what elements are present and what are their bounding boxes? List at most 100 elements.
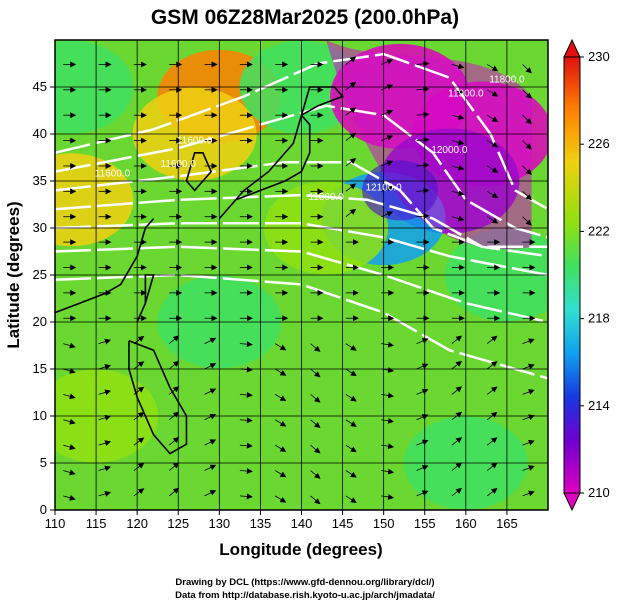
colorbar-tick-label: 226 bbox=[588, 136, 610, 151]
height-contour bbox=[55, 245, 548, 324]
wind-arrow bbox=[416, 86, 430, 93]
wind-arrow bbox=[381, 160, 394, 167]
wind-arrow bbox=[168, 411, 180, 421]
wind-arrow bbox=[416, 363, 429, 370]
x-tick-label: 140 bbox=[291, 516, 313, 531]
wind-arrow bbox=[451, 437, 463, 446]
wind-arrow bbox=[133, 412, 145, 421]
wind-arrow bbox=[133, 386, 145, 395]
colorbar-tick-label: 210 bbox=[588, 485, 610, 500]
wind-arrow bbox=[310, 394, 321, 403]
wind-arrow bbox=[63, 469, 76, 476]
wind-arrow bbox=[416, 439, 429, 446]
chart-title: GSM 06Z28Mar2025 (200.0hPa) bbox=[151, 6, 459, 29]
contour-label: 11900.0 bbox=[448, 88, 484, 99]
wind-arrow bbox=[416, 162, 430, 169]
y-axis: 0 5 10 15 20 25 30 35 40 45 bbox=[33, 79, 55, 517]
wind-arrow bbox=[451, 190, 465, 197]
wind-arrow bbox=[204, 388, 217, 395]
wind-arrow bbox=[168, 386, 180, 395]
wind-arrow bbox=[381, 392, 395, 399]
wind-arrow bbox=[239, 366, 253, 373]
wind-arrow bbox=[345, 183, 357, 192]
x-tick-label: 155 bbox=[414, 516, 436, 531]
wind-arrow bbox=[310, 419, 321, 429]
wind-arrow bbox=[98, 389, 112, 396]
wind-arrow bbox=[98, 491, 112, 497]
wind-arrow bbox=[486, 165, 499, 173]
wind-arrow bbox=[416, 213, 430, 220]
wind-arrow bbox=[345, 495, 357, 504]
x-tick-label: 110 bbox=[45, 516, 66, 531]
coastline bbox=[218, 113, 311, 220]
x-axis: 110 115 120 125 130 135 140 145 150 155 160 165 bbox=[45, 510, 518, 531]
contour-label: 11800.0 bbox=[489, 74, 525, 85]
wind-arrow bbox=[451, 215, 465, 222]
wind-arrow bbox=[133, 437, 145, 446]
wind-arrow bbox=[239, 493, 253, 500]
wind-arrow bbox=[133, 335, 145, 344]
colorbar: 210 214 218 222 226 230 bbox=[563, 38, 610, 512]
wind-arrow bbox=[486, 190, 499, 199]
x-tick-label: 160 bbox=[455, 516, 477, 531]
wind-arrow bbox=[168, 462, 180, 471]
wind-arrow bbox=[381, 84, 394, 91]
height-contour bbox=[55, 193, 548, 258]
colorbar-tick-label: 230 bbox=[588, 49, 610, 64]
wind-arrow bbox=[345, 444, 357, 453]
wind-arrow bbox=[416, 137, 430, 144]
wind-arrow bbox=[98, 465, 112, 472]
wind-arrow bbox=[522, 439, 535, 446]
wind-arrow bbox=[451, 114, 465, 120]
x-tick-label: 130 bbox=[208, 516, 230, 531]
wind-arrow bbox=[345, 81, 357, 91]
wind-arrow bbox=[310, 470, 321, 479]
wind-arrow bbox=[204, 439, 217, 446]
y-tick-label: 20 bbox=[33, 314, 47, 329]
wind-arrow bbox=[98, 364, 112, 370]
wind-arrow bbox=[239, 341, 253, 348]
wind-arrow bbox=[486, 140, 499, 148]
wind-arrow bbox=[486, 361, 498, 370]
wind-arrow bbox=[522, 114, 532, 125]
wind-arrow bbox=[522, 191, 532, 201]
wind-arrow bbox=[63, 393, 76, 400]
coastline bbox=[185, 152, 213, 192]
wind-arrow bbox=[345, 132, 357, 141]
wind-arrow bbox=[345, 368, 357, 377]
y-axis-label: Latitude (degrees) bbox=[4, 201, 23, 348]
wind-arrow bbox=[522, 363, 535, 370]
x-axis-label: Longitude (degrees) bbox=[219, 540, 382, 559]
wind-arrow bbox=[239, 417, 253, 424]
wind-arrow bbox=[381, 341, 395, 348]
wind-arrow bbox=[451, 139, 465, 146]
wind-arrow bbox=[416, 187, 430, 194]
wind-arrow bbox=[451, 335, 463, 344]
coastline bbox=[300, 86, 344, 116]
wind-arrow bbox=[486, 411, 498, 421]
contour-label: 11600.0 bbox=[177, 135, 213, 146]
y-tick-label: 40 bbox=[33, 126, 47, 141]
x-tick-label: 150 bbox=[373, 516, 395, 531]
wind-arrow bbox=[310, 343, 321, 352]
wind-arrow bbox=[345, 394, 357, 402]
cold-trough-shade bbox=[326, 40, 532, 250]
wind-arrow bbox=[345, 158, 357, 167]
x-tick-label: 115 bbox=[86, 516, 107, 531]
wind-arrow bbox=[486, 89, 499, 97]
wind-arrow bbox=[451, 487, 463, 497]
wind-arrow bbox=[416, 338, 429, 344]
wind-arrow bbox=[522, 89, 532, 99]
wind-arrow bbox=[522, 216, 532, 226]
contour-label: 11600.0 bbox=[161, 159, 197, 170]
wind-arrow bbox=[310, 368, 321, 378]
wind-arrow bbox=[63, 444, 76, 450]
contour-labels: 11600.0 11600.0 11600.0 11800.0 12000.0 11900… bbox=[95, 74, 525, 203]
wind-arrow bbox=[168, 436, 180, 446]
wind-arrow bbox=[381, 468, 395, 475]
wind-arrow bbox=[486, 437, 498, 446]
y-tick-label: 5 bbox=[40, 455, 47, 470]
wind-arrow bbox=[239, 468, 253, 475]
wind-arrow bbox=[451, 411, 463, 421]
colorbar-top-triangle bbox=[563, 38, 581, 58]
